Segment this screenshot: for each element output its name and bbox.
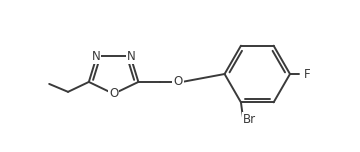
Text: O: O [174,75,183,88]
Text: O: O [109,87,118,100]
Text: Br: Br [243,113,256,126]
Text: F: F [304,67,310,81]
Text: N: N [91,50,100,63]
Text: N: N [127,50,136,63]
